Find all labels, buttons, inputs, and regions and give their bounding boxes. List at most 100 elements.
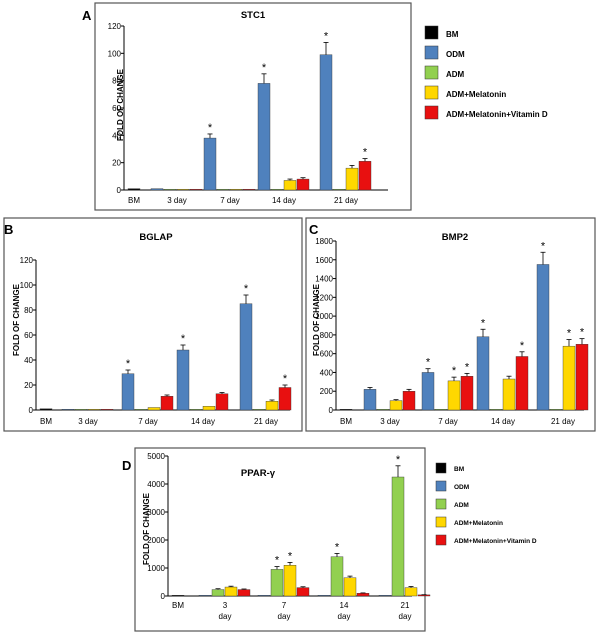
- bar: [189, 409, 203, 411]
- y-tick-label: 0: [29, 406, 34, 415]
- legend-swatch: [424, 25, 439, 40]
- bar: [270, 569, 284, 597]
- x-tick-label: BM: [40, 417, 52, 426]
- x-tick-label: 21 day: [254, 417, 278, 426]
- bar: [489, 409, 503, 411]
- bar: [296, 178, 310, 191]
- legend-label: BM: [454, 466, 464, 473]
- bar: [257, 595, 271, 597]
- panel-a-letter: A: [82, 8, 92, 23]
- bar: [160, 396, 174, 411]
- bar: [363, 389, 377, 411]
- y-tick-label: 1400: [315, 275, 333, 284]
- legend-label: ADM+Melatonin+Vitamin D: [454, 538, 537, 545]
- panel-b-title: BGLAP: [139, 232, 173, 243]
- legend-label: ADM+Melatonin: [446, 90, 506, 99]
- y-tick-label: 20: [24, 381, 33, 390]
- significance-star: *: [126, 358, 131, 370]
- legend-label: ODM: [454, 484, 469, 491]
- y-tick-label: 1600: [315, 256, 333, 265]
- y-tick-label: 60: [24, 331, 33, 340]
- significance-star: *: [288, 550, 293, 562]
- y-tick-label: 60: [112, 104, 121, 113]
- bar: [171, 595, 185, 597]
- x-tick-label: 14 day: [272, 196, 296, 205]
- bar: [404, 587, 418, 597]
- x-tick-label: 14: [340, 601, 349, 610]
- bar: [198, 595, 212, 597]
- x-tick-label: BM: [172, 601, 184, 610]
- y-tick-label: 40: [24, 356, 33, 365]
- bar: [389, 400, 403, 411]
- bar: [502, 378, 516, 411]
- x-tick-label: 3 day: [78, 417, 98, 426]
- panel-a-plot: 0 20 40 60 80 100 120 BM 3 day * 7 day * 14 day * * 21 …: [108, 22, 388, 205]
- bar: [61, 409, 75, 411]
- panel-b-letter: B: [4, 222, 13, 237]
- legend-label: ADM: [454, 502, 469, 509]
- legend-swatch: [435, 498, 447, 510]
- legend-swatch: [424, 85, 439, 100]
- significance-star: *: [283, 373, 288, 385]
- legend-swatch: [435, 480, 447, 492]
- bar: [391, 476, 405, 597]
- y-tick-label: 200: [320, 387, 334, 396]
- bar: [216, 188, 230, 191]
- legend-swatch: [435, 462, 447, 474]
- x-tick-label: 14 day: [491, 417, 515, 426]
- y-tick-label: 120: [20, 256, 34, 265]
- x-tick-label: 3 day: [167, 196, 187, 205]
- panel-a-title: STC1: [241, 10, 266, 21]
- bar: [296, 587, 310, 597]
- bar: [378, 595, 392, 597]
- x-tick-label: 14 day: [191, 417, 215, 426]
- bar: [358, 161, 372, 191]
- bar: [202, 406, 216, 411]
- bar: [460, 376, 474, 411]
- significance-star: *: [324, 30, 329, 42]
- y-tick-label: 3000: [147, 508, 165, 517]
- bar: [402, 391, 416, 411]
- bar: [127, 188, 141, 191]
- bar: [229, 188, 243, 191]
- bar: [215, 393, 229, 411]
- x-tick-label: 21 day: [551, 417, 575, 426]
- x-tick-label: 21 day: [334, 196, 358, 205]
- x-tick-label: 3 day: [380, 417, 400, 426]
- panel-b-plot: 0 20 40 60 80 100 120 BM 3 day * 7 day * 14 day * * 21 …: [20, 256, 292, 426]
- bar: [189, 188, 203, 191]
- legend-swatch: [435, 516, 447, 528]
- y-tick-label: 20: [112, 159, 121, 168]
- bar: [203, 137, 217, 191]
- bar: [515, 356, 529, 411]
- bar: [176, 188, 190, 191]
- y-tick-label: 80: [24, 306, 33, 315]
- panel-d-frame: [134, 447, 426, 632]
- bar: [278, 387, 292, 411]
- legend-swatch: [424, 105, 439, 120]
- legend-label: ODM: [446, 50, 465, 59]
- y-tick-label: 80: [112, 77, 121, 86]
- bar: [339, 409, 353, 411]
- panel-c-letter: C: [309, 222, 319, 237]
- y-tick-label: 800: [320, 331, 334, 340]
- x-tick-label: BM: [340, 417, 352, 426]
- bar: [257, 83, 271, 191]
- bar: [176, 349, 190, 411]
- panel-c-plot: 0 200 400 600 800 1000 1200 1400 1600 1800 BM 3 day…: [315, 237, 589, 426]
- bar: [434, 409, 448, 411]
- bar: [163, 188, 177, 191]
- bar: [376, 409, 390, 411]
- y-tick-label: 2000: [147, 536, 165, 545]
- bar: [211, 589, 225, 597]
- panel-c-title: BMP2: [442, 232, 468, 243]
- bar: [330, 556, 344, 597]
- y-tick-label: 1200: [315, 293, 333, 302]
- significance-star: *: [363, 147, 368, 159]
- bar: [283, 565, 297, 597]
- legend-label: BM: [446, 30, 459, 39]
- panel-d-letter: D: [122, 458, 131, 473]
- legend-top: BM ODM ADM ADM+Melatonin ADM+Melatonin+Vitam…: [424, 25, 548, 120]
- y-tick-label: 0: [329, 406, 334, 415]
